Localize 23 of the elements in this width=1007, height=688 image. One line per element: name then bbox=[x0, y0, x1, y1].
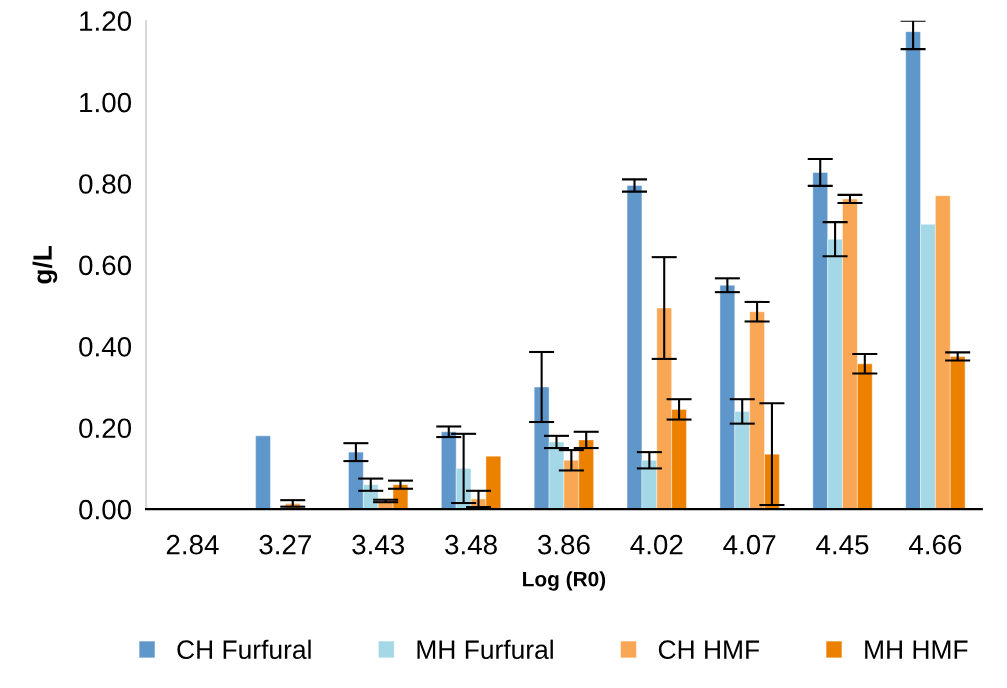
y-tick-label: 0.00 bbox=[79, 499, 132, 520]
legend-label: CH HMF bbox=[658, 640, 760, 660]
y-tick-label: 0.40 bbox=[79, 336, 132, 357]
x-tick-label: 4.07 bbox=[723, 534, 776, 555]
y-tick-label: 1.20 bbox=[80, 11, 132, 31]
y-tick-label: 0.80 bbox=[79, 174, 132, 194]
x-tick-label: 3.27 bbox=[259, 534, 311, 555]
bar bbox=[255, 435, 271, 510]
x-tick-label: 4.02 bbox=[630, 534, 683, 555]
x-tick-label: 4.66 bbox=[909, 534, 962, 555]
y-tick-label: 0.60 bbox=[79, 255, 132, 276]
x-tick-label: 3.43 bbox=[352, 534, 404, 555]
x-tick-label: 3.86 bbox=[537, 534, 590, 555]
y-tick-label: 1.00 bbox=[80, 92, 132, 113]
x-axis-title: Log (R0) bbox=[523, 571, 606, 591]
legend-label: CH Furfural bbox=[177, 639, 311, 660]
x-tick-label: 3.48 bbox=[445, 534, 497, 555]
y-tick-label: 0.20 bbox=[79, 418, 132, 439]
x-tick-label: 4.45 bbox=[816, 535, 869, 555]
legend-label: MH HMF bbox=[865, 640, 968, 659]
legend-label: MH Furfural bbox=[417, 639, 553, 660]
y-axis-title: g/L bbox=[32, 245, 58, 284]
x-tick-label: 2.84 bbox=[166, 534, 219, 555]
